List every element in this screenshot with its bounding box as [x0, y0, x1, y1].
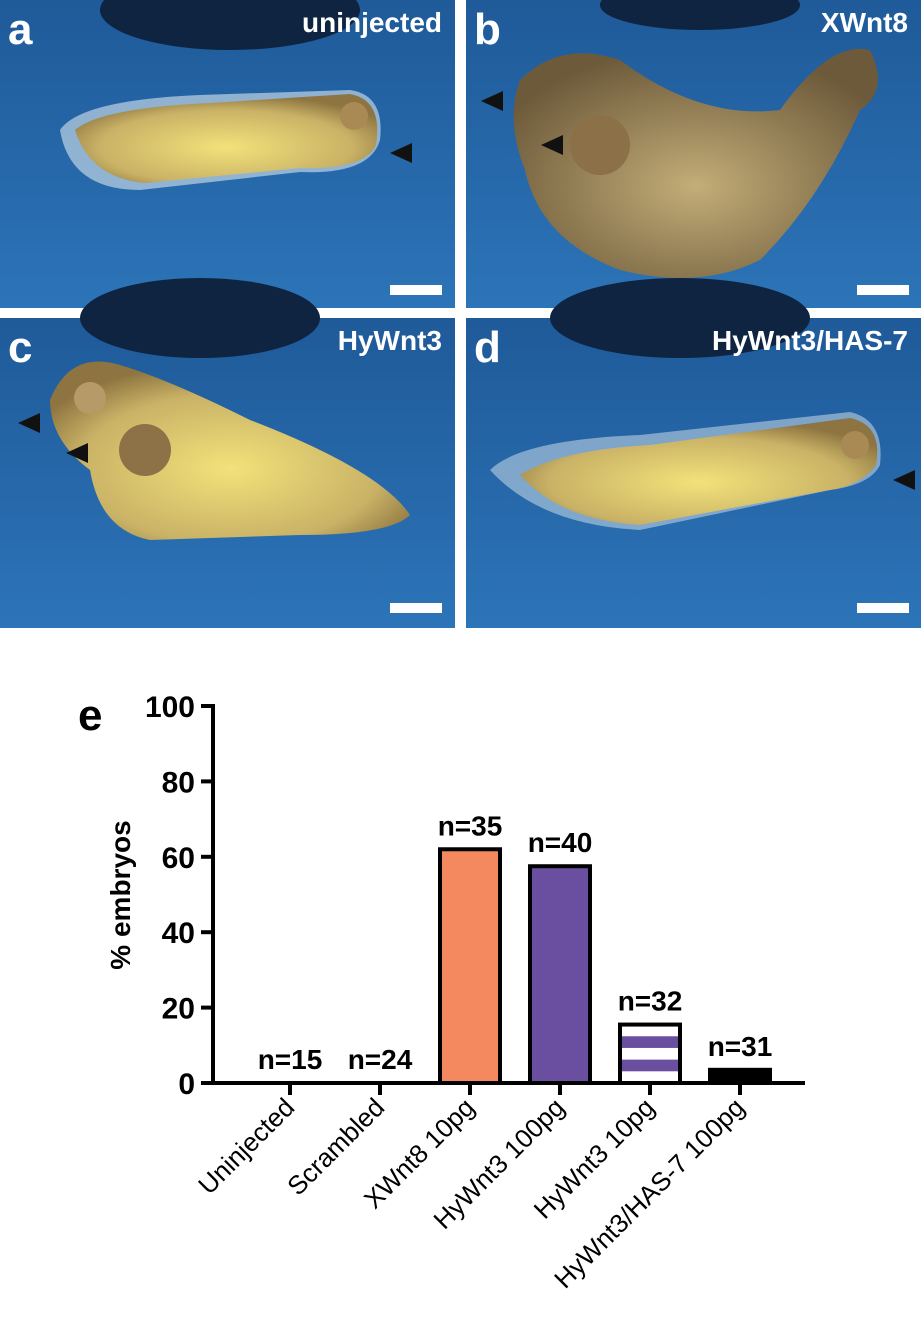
photo-d	[466, 278, 921, 628]
y-tick-label: 20	[162, 993, 195, 1026]
panel-letter: c	[8, 323, 32, 372]
panel-letter: e	[78, 691, 102, 740]
panel-label: HyWnt3/HAS-7	[712, 325, 908, 356]
bar	[438, 847, 502, 1086]
bar-annotation: n=32	[618, 986, 683, 1017]
panel-letter: b	[474, 5, 501, 54]
bar-stripe	[622, 1059, 678, 1072]
panel-letter: a	[8, 5, 33, 54]
bar-annotation: n=15	[258, 1044, 323, 1075]
bar	[618, 1022, 682, 1085]
y-tick-label: 100	[145, 691, 195, 724]
panel-label: HyWnt3	[338, 325, 442, 356]
bar	[708, 1067, 772, 1086]
y-tick-label: 40	[162, 917, 195, 950]
panel-label: uninjected	[302, 7, 442, 38]
y-axis-label: % embryos	[105, 820, 136, 969]
y-tick-label: 80	[162, 766, 195, 799]
bar-annotation: n=24	[348, 1044, 413, 1075]
bar	[528, 864, 592, 1085]
panel-label: XWnt8	[821, 7, 908, 38]
bar-annotation: n=40	[528, 827, 593, 858]
bar-stripe	[622, 1036, 678, 1048]
panel-letter: d	[474, 323, 501, 372]
photo-a	[0, 0, 455, 308]
bar-annotation: n=35	[438, 810, 503, 841]
photo-c	[0, 278, 455, 628]
bar-annotation: n=31	[708, 1031, 773, 1062]
y-tick-label: 60	[162, 842, 195, 875]
bar-fill	[618, 1022, 682, 1085]
y-tick-label: 0	[178, 1068, 195, 1101]
photo-b	[466, 0, 921, 308]
